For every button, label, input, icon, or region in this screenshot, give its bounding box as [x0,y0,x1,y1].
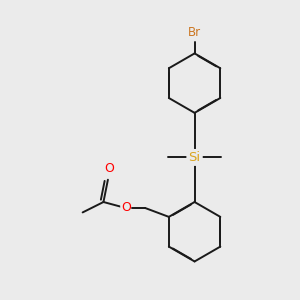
Text: Si: Si [188,151,201,164]
Text: O: O [121,202,131,214]
Text: O: O [104,162,114,175]
Text: Br: Br [188,26,201,38]
